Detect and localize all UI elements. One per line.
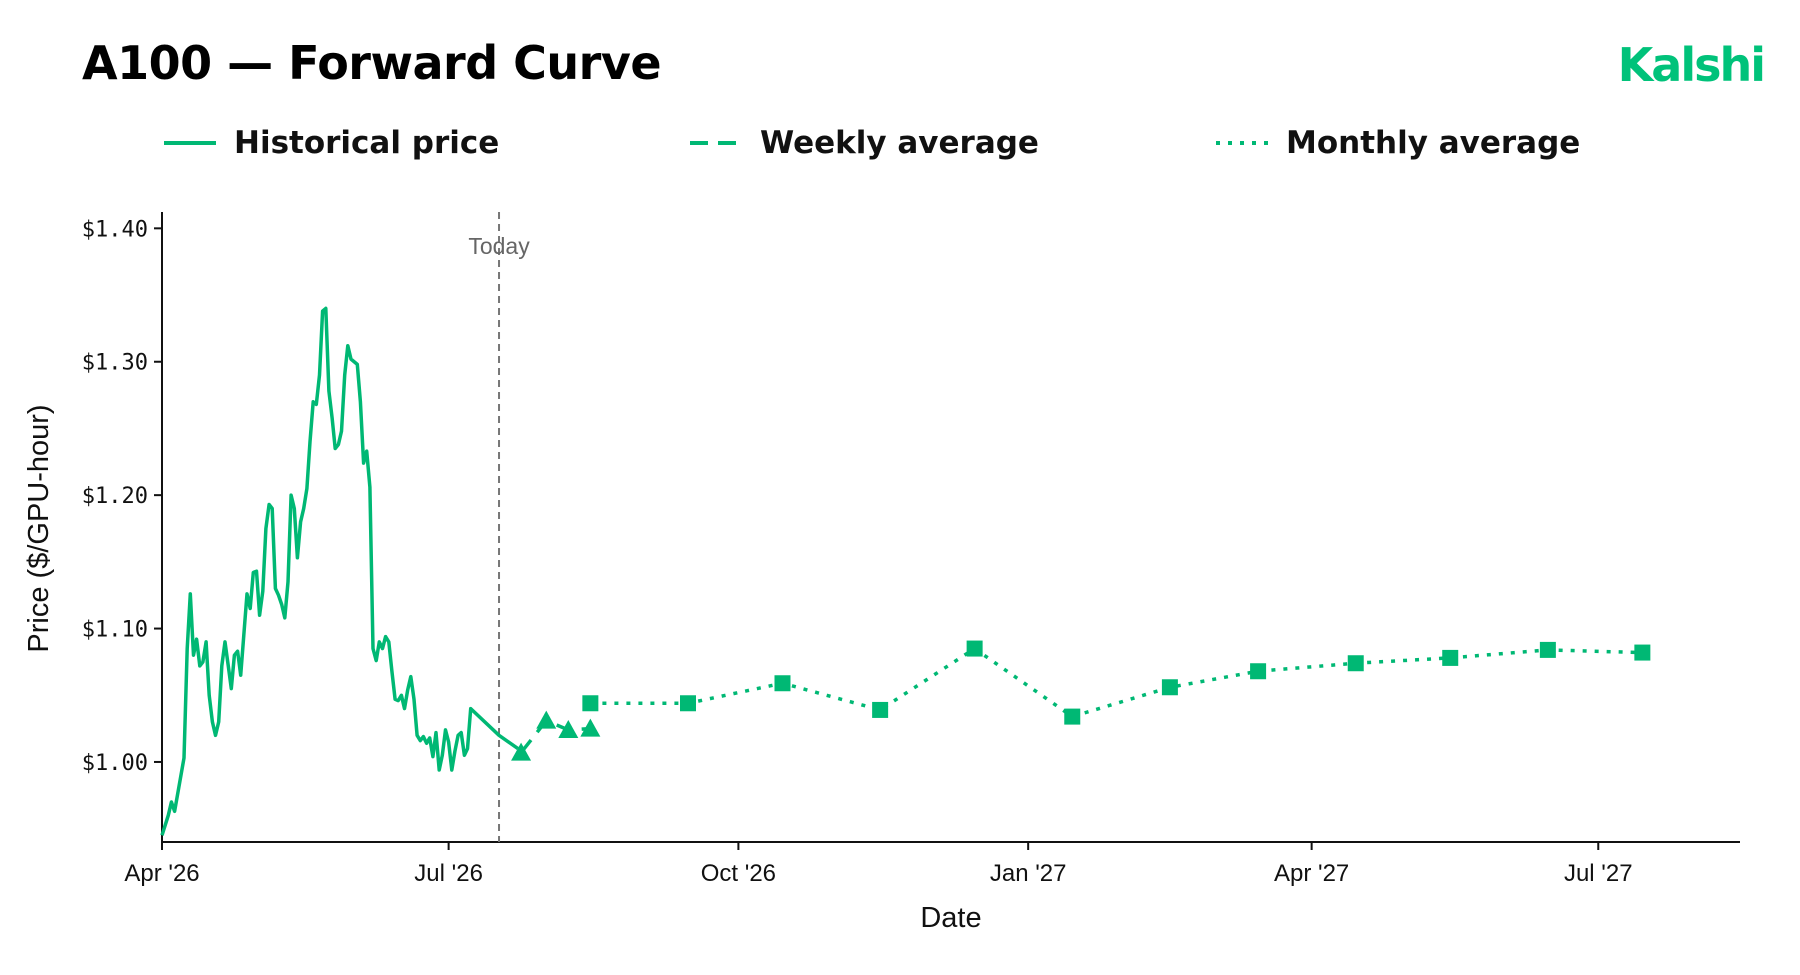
monthly-average-point [1064,708,1081,725]
y-tick-label: $1.20 [82,484,148,509]
x-tick-label: Jul '26 [414,860,483,887]
weekly-average-point [558,719,579,738]
x-tick-label: Apr '27 [1274,860,1349,887]
monthly-average-point [1250,663,1267,680]
y-tick-label: $1.30 [82,351,148,376]
monthly-average-point [1442,649,1459,666]
legend-label: Weekly average [760,125,1039,161]
x-tick-label: Jan '27 [990,860,1067,887]
dotted-line-swatch-icon [1216,141,1268,145]
y-axis-label: Price ($/GPU-hour) [23,404,55,652]
monthly-average-point [872,701,889,718]
weekly-average-point [580,718,601,737]
legend-item-historical: Historical price [162,118,499,168]
monthly-average-point [966,640,983,657]
weekly-average-point [536,710,557,729]
x-axis-label: Date [920,902,981,934]
y-tick-label: $1.00 [82,751,148,776]
legend-label: Monthly average [1286,125,1581,161]
solid-line-swatch-icon [164,141,216,145]
legend-label: Historical price [234,125,500,161]
monthly-average-point [582,695,599,712]
monthly-average-point [1539,641,1556,658]
dashed-line-swatch-icon [690,141,742,145]
monthly-average-point [680,695,696,712]
series-line-dotted [590,646,1643,719]
x-tick-label: Jul '27 [1564,860,1633,887]
weekly-average-point [511,742,532,761]
legend-item-monthly: Monthly average [1214,118,1580,168]
legend-item-weekly: Weekly average [688,118,1039,168]
today-label: Today [468,233,530,259]
x-tick-label: Apr '26 [124,860,199,887]
monthly-average-point [1347,655,1364,672]
kalshi-logo: Kalshi [1617,38,1766,92]
x-tick-label: Oct '26 [701,860,776,887]
monthly-average-point [774,675,791,692]
series-line-solid [160,306,519,836]
series-line-dashed [519,718,591,754]
monthly-average-point [1634,644,1651,661]
monthly-average-point [1161,679,1178,696]
y-tick-label: $1.10 [82,618,148,643]
chart-title: A100 — Forward Curve [82,36,662,90]
y-tick-label: $1.40 [82,217,148,242]
chart-legend: Historical price Weekly average Monthly … [0,118,1800,168]
